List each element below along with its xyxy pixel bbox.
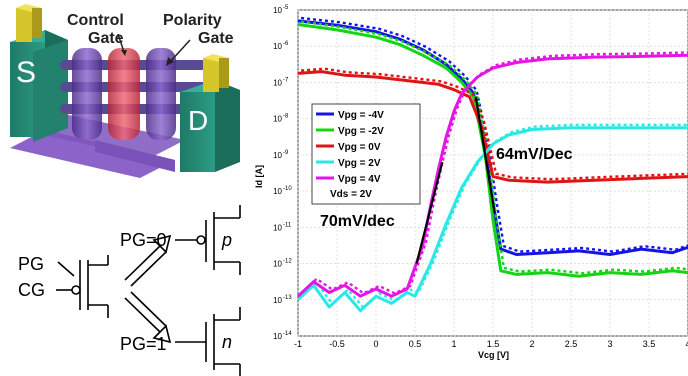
polarity-gate-label-line1: Polarity	[163, 12, 222, 29]
drain-contact-side	[219, 58, 229, 88]
schematic-labels: PG CG PG=0 PG=1 p n	[18, 230, 232, 354]
y-tick-exponent: -12	[283, 259, 292, 265]
polarity-gate-arrowhead	[166, 57, 174, 66]
arrow-to-n	[124, 297, 161, 333]
id-vg-chart: -1-0.500.511.522.533.5410-510-610-710-81…	[254, 5, 688, 360]
legend-entry-4: Vpg = 4V	[338, 174, 381, 185]
polarity-gate-left	[72, 48, 102, 140]
purple-base-rail	[10, 130, 175, 178]
series-line-1	[297, 23, 688, 278]
gate-leg	[95, 140, 175, 172]
x-axis-label: Vcg [V]	[478, 350, 509, 360]
pg-bubble	[71, 285, 81, 295]
x-tick-label: 1.5	[487, 339, 500, 349]
y-tick-label: 10	[273, 151, 282, 160]
x-tick-label: -1	[294, 339, 302, 349]
legend-entry-2: Vpg = 0V	[338, 142, 381, 153]
x-tick-label: 0	[373, 339, 378, 349]
drain-block	[180, 92, 215, 172]
y-tick-exponent: -6	[283, 41, 289, 47]
legend-note: Vds = 2V	[330, 189, 372, 200]
y-tick-exponent: -7	[283, 77, 289, 83]
y-tick-exponent: -11	[283, 222, 292, 228]
pg0-label: PG=0	[120, 230, 167, 250]
y-tick-label: 10	[273, 78, 282, 87]
y-tick-label: 10	[273, 260, 282, 269]
x-tick-label: 1	[451, 339, 456, 349]
legend: Vpg = -4V Vpg = -2V Vpg = 0V Vpg = 2V Vpg = …	[311, 103, 421, 205]
y-tick-label: 10	[273, 332, 282, 341]
pg-label: PG	[18, 254, 44, 274]
polarity-gate-arrow	[169, 39, 191, 63]
device-illustration: S D Control Gate Polarity Gate	[10, 4, 240, 178]
source-right	[33, 40, 68, 142]
x-tick-label: 0.5	[409, 339, 422, 349]
series-line-2	[297, 70, 688, 184]
x-tick-label: 2.5	[565, 339, 578, 349]
y-tick-exponent: -8	[283, 114, 289, 120]
schematic	[56, 205, 241, 376]
control-gate	[108, 48, 140, 140]
series-line-3	[296, 126, 688, 313]
drain-contact	[203, 58, 219, 92]
series-dotted-1	[300, 20, 688, 275]
y-tick-label: 10	[273, 223, 282, 232]
y-tick-exponent: -13	[283, 295, 292, 301]
tick-layer: -1-0.500.511.522.533.5410-510-610-710-81…	[273, 5, 688, 349]
y-tick-exponent: -5	[283, 5, 289, 11]
slope-line-left	[415, 161, 444, 264]
y-tick-exponent: -9	[283, 150, 289, 156]
p-label: p	[221, 230, 232, 250]
series-dotted-3	[300, 123, 688, 310]
y-tick-label: 10	[273, 42, 282, 51]
y-tick-label: 10	[273, 6, 282, 15]
control-gate-arrowhead	[121, 50, 127, 56]
series-dotted-2	[301, 67, 688, 181]
y-tick-label: 10	[273, 115, 282, 124]
polarity-gate-right	[146, 48, 176, 140]
polarity-gate-label-line2: Gate	[198, 30, 234, 47]
slope-line-right	[474, 96, 496, 214]
arrow-to-n-head	[152, 324, 172, 344]
y-tick-label: 10	[273, 296, 282, 305]
control-gate-label-line2: Gate	[88, 30, 124, 47]
y-tick-exponent: -14	[283, 331, 292, 337]
slope-layer	[415, 96, 496, 264]
series-layer	[296, 16, 688, 313]
x-tick-label: 2	[529, 339, 534, 349]
arrow-to-p-head	[152, 234, 172, 254]
pg1-label: PG=1	[120, 334, 167, 354]
y-tick-exponent: -10	[283, 186, 292, 192]
control-gate-label-line1: Control	[67, 12, 124, 29]
n-label: n	[222, 332, 232, 352]
annotation-70mv: 70mV/dec	[320, 213, 395, 230]
x-tick-label: 3.5	[643, 339, 656, 349]
series-line-4	[296, 53, 688, 298]
grid-layer	[297, 9, 688, 337]
annotation-64mv: 64mV/Dec	[496, 146, 573, 163]
arrow-to-p	[124, 245, 161, 281]
y-tick-label: 10	[273, 187, 282, 196]
source-contact-side	[32, 8, 42, 38]
p-gate-bubble	[196, 235, 206, 245]
cg-label: CG	[18, 280, 45, 300]
drain-right	[215, 80, 240, 172]
series-dotted-0	[300, 16, 688, 253]
y-axis-label: Id [A]	[254, 165, 264, 188]
x-tick-label: 4	[685, 339, 688, 349]
source-label: S	[16, 56, 36, 89]
legend-entry-1: Vpg = -2V	[338, 126, 384, 137]
control-gate-arrow	[117, 33, 125, 53]
x-tick-label: 3	[607, 339, 612, 349]
legend-box	[311, 103, 421, 205]
legend-entry-3: Vpg = 2V	[338, 158, 381, 169]
legend-entry-0: Vpg = -4V	[338, 110, 384, 121]
x-tick-label: -0.5	[329, 339, 345, 349]
source-contact	[16, 8, 32, 42]
drain-label: D	[188, 105, 208, 136]
